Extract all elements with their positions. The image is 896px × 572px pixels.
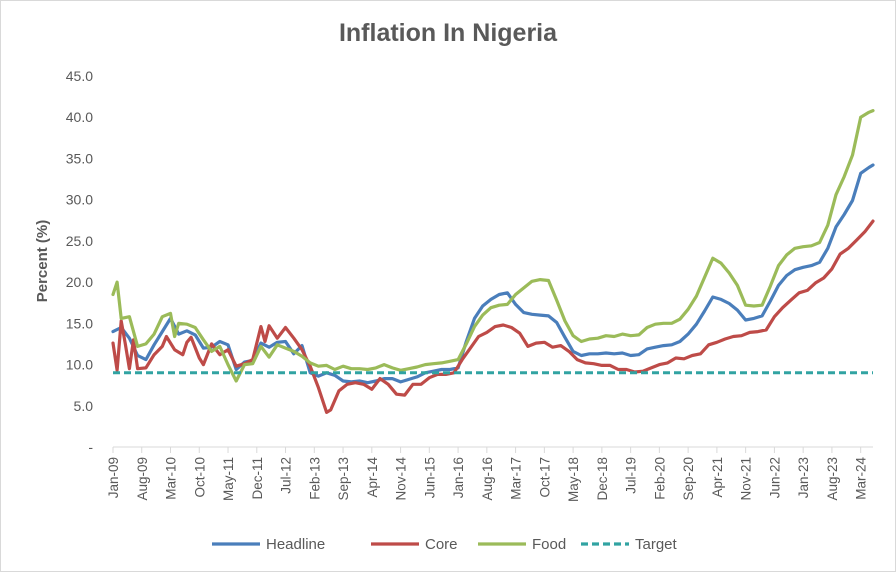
x-tick-label: May-18 xyxy=(566,457,581,502)
x-tick-label: Jun-15 xyxy=(422,457,437,498)
y-tick-label: 40.0 xyxy=(66,109,93,125)
y-tick-label: 30.0 xyxy=(66,192,93,208)
x-tick-label: Mar-17 xyxy=(509,457,524,500)
y-axis-ticks: - 5.0 10.0 15.0 20.0 25.0 30.0 35.0 40.0 45.0 xyxy=(66,68,94,455)
y-tick-label: 10.0 xyxy=(66,357,93,373)
x-tick-label: Nov-14 xyxy=(394,457,409,501)
legend-label-food: Food xyxy=(532,536,566,553)
x-tick-label: Nov-21 xyxy=(739,457,754,501)
y-axis-label: Percent (%) xyxy=(34,220,51,303)
y-tick-label: - xyxy=(88,439,93,455)
x-tick-label: Oct-10 xyxy=(192,457,207,498)
chart-title: Inflation In Nigeria xyxy=(338,19,558,47)
series-lines xyxy=(111,108,875,414)
x-tick-label: Feb-13 xyxy=(307,457,322,500)
x-tick-label: Jan-16 xyxy=(451,457,466,498)
x-tick-label: Apr-21 xyxy=(710,457,725,498)
legend-label-headline: Headline xyxy=(266,536,325,553)
x-tick-label: Jul-19 xyxy=(624,457,639,494)
y-tick-label: 15.0 xyxy=(66,315,93,331)
x-tick-label: Mar-24 xyxy=(854,457,869,500)
legend: Headline Core Food Target xyxy=(212,536,678,553)
y-tick-label: 5.0 xyxy=(74,398,94,414)
x-tick-label: Mar-10 xyxy=(164,457,179,500)
x-tick-label: Sep-20 xyxy=(681,457,696,501)
x-tick-label: Dec-11 xyxy=(250,457,265,500)
x-tick-label: Jun-22 xyxy=(767,457,782,498)
x-tick-label: Dec-18 xyxy=(595,457,610,501)
y-tick-label: 20.0 xyxy=(66,274,93,290)
x-tick-label: Feb-20 xyxy=(652,457,667,500)
x-tick-label: Aug-23 xyxy=(825,457,840,501)
x-tick-label: Sep-13 xyxy=(336,457,351,501)
x-tick-label: Jul-12 xyxy=(279,457,294,494)
x-tick-label: Jan-09 xyxy=(106,457,121,498)
series-line-core xyxy=(111,219,875,414)
legend-label-core: Core xyxy=(425,536,458,553)
x-tick-label: Aug-16 xyxy=(480,457,495,501)
series-line-food xyxy=(111,108,875,383)
x-tick-label: Jan-23 xyxy=(796,457,811,498)
x-axis-ticks: Jan-09 Aug-09 Mar-10 Oct-10 May-11 Dec-11 Jul-… xyxy=(106,446,873,502)
y-tick-label: 25.0 xyxy=(66,233,93,249)
x-tick-label: Apr-14 xyxy=(365,457,380,498)
y-tick-label: 35.0 xyxy=(66,150,93,166)
y-tick-label: 45.0 xyxy=(66,68,93,84)
x-tick-label: Oct-17 xyxy=(537,457,552,498)
legend-label-target: Target xyxy=(635,536,678,553)
x-tick-label: Aug-09 xyxy=(135,457,150,501)
x-tick-label: May-11 xyxy=(221,457,236,501)
